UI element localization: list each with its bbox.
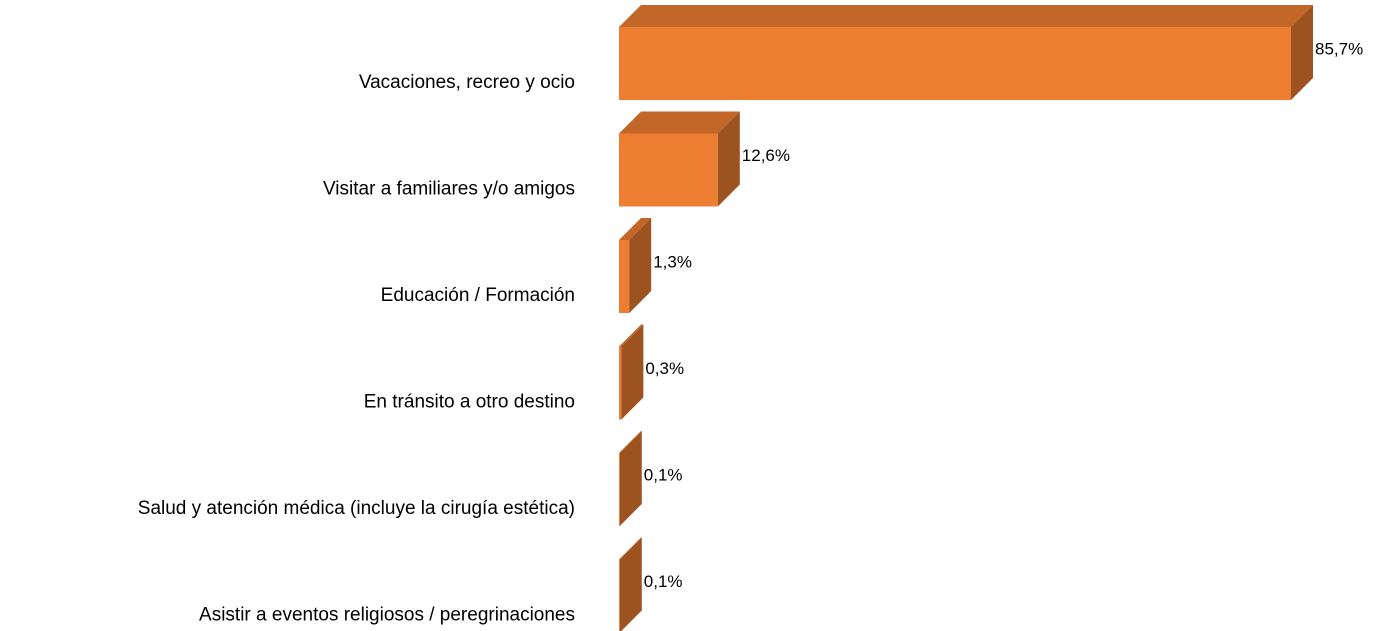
bar: [619, 5, 1313, 100]
bar-front: [619, 27, 1291, 100]
category-label: Visitar a familiares y/o amigos: [323, 179, 575, 200]
bar-top: [619, 218, 652, 240]
category-label: Asistir a eventos religiosos / peregrina…: [199, 605, 575, 626]
value-label: 1,3%: [653, 252, 692, 271]
category-label: En tránsito a otro destino: [364, 392, 575, 413]
category-label: Salud y atención médica (incluye la ciru…: [138, 498, 575, 519]
bar-front: [619, 240, 630, 313]
bar-top: [619, 111, 740, 134]
bar-top: [619, 5, 1313, 27]
value-label: 0,3%: [645, 359, 684, 378]
bar: [619, 111, 740, 207]
bar: [619, 218, 652, 313]
category-label: Educación / Formación: [381, 285, 575, 306]
bar-top: [619, 431, 642, 453]
bar-side: [621, 324, 644, 420]
bar-front: [619, 559, 620, 631]
category-label: Vacaciones, recreo y ocio: [359, 72, 575, 93]
bar-side: [619, 431, 642, 526]
bar: [619, 431, 642, 526]
value-label: 0,1%: [644, 572, 683, 591]
bar: [619, 537, 642, 631]
value-label: 0,1%: [644, 465, 683, 484]
bar: [619, 324, 644, 420]
bar-front: [619, 453, 620, 526]
bar-top: [619, 324, 644, 347]
bar-top: [619, 537, 642, 560]
value-label: 12,6%: [742, 146, 790, 165]
bar-side: [1291, 5, 1313, 100]
bar-front: [619, 346, 622, 420]
value-label: 85,7%: [1315, 39, 1363, 58]
bar-side: [717, 111, 740, 207]
bar-side: [629, 218, 652, 313]
bar-side: [619, 537, 642, 631]
bar-front: [619, 133, 718, 207]
